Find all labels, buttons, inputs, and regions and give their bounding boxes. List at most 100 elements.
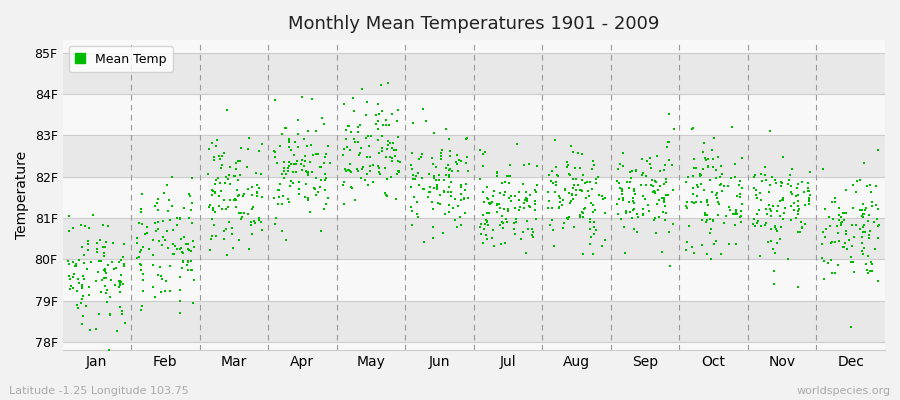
Point xyxy=(76,312,90,319)
Point xyxy=(153,264,167,270)
Point xyxy=(775,180,789,186)
Point xyxy=(472,147,487,153)
Point xyxy=(553,204,567,210)
Point xyxy=(277,174,292,181)
Point xyxy=(447,217,462,224)
Point xyxy=(428,177,443,183)
Point xyxy=(301,195,315,202)
Point xyxy=(247,218,261,224)
Point xyxy=(419,118,434,125)
Point xyxy=(405,222,419,228)
Point xyxy=(832,216,847,223)
Point xyxy=(301,197,315,203)
Point xyxy=(71,305,86,311)
Point xyxy=(650,201,664,207)
Point xyxy=(136,288,150,294)
Point xyxy=(406,172,420,178)
Point xyxy=(860,253,875,259)
Point xyxy=(794,219,808,226)
Point xyxy=(378,165,392,171)
Point xyxy=(379,192,393,198)
Point xyxy=(338,136,353,142)
Point xyxy=(432,176,446,183)
Point xyxy=(513,204,527,210)
Point xyxy=(665,187,680,193)
Point xyxy=(182,247,196,253)
Point xyxy=(272,187,286,194)
Point xyxy=(657,167,671,174)
Point xyxy=(93,258,107,264)
Point xyxy=(426,161,440,167)
Point xyxy=(298,181,312,187)
Point xyxy=(224,230,238,237)
Point xyxy=(274,201,289,208)
Point xyxy=(662,111,676,117)
Point xyxy=(526,229,540,235)
Point xyxy=(562,171,577,178)
Point xyxy=(824,257,838,263)
Point xyxy=(477,199,491,206)
Point xyxy=(293,161,308,167)
Point xyxy=(254,171,268,177)
Point xyxy=(586,218,600,225)
Point xyxy=(575,209,590,215)
Point xyxy=(856,211,870,218)
Point xyxy=(864,258,878,265)
Point xyxy=(487,188,501,194)
Point xyxy=(351,124,365,130)
Point xyxy=(412,182,427,188)
Point xyxy=(271,201,285,207)
Point xyxy=(112,258,126,265)
Point xyxy=(103,312,117,318)
Point xyxy=(695,242,709,248)
Point xyxy=(639,182,653,188)
Point xyxy=(760,210,774,217)
Point xyxy=(693,173,707,179)
Point xyxy=(373,170,387,177)
Point xyxy=(66,285,80,291)
Point xyxy=(626,206,640,213)
Point xyxy=(138,231,152,237)
Point xyxy=(658,216,672,223)
Point xyxy=(802,201,816,207)
Point xyxy=(82,284,96,290)
Point xyxy=(549,179,563,186)
Point xyxy=(229,197,243,204)
Point xyxy=(528,198,543,204)
Point xyxy=(561,216,575,222)
Point xyxy=(274,171,289,178)
Point xyxy=(565,190,580,197)
Point xyxy=(617,250,632,256)
Point xyxy=(320,174,334,181)
Point xyxy=(210,137,224,144)
Point xyxy=(545,167,560,174)
Point xyxy=(701,163,716,169)
Point xyxy=(558,187,572,194)
Point xyxy=(155,276,169,282)
Point xyxy=(317,121,331,127)
Point xyxy=(643,160,657,167)
Point xyxy=(207,154,221,160)
Point xyxy=(486,226,500,233)
Point xyxy=(517,162,531,168)
Point xyxy=(716,220,731,226)
Point xyxy=(750,210,764,217)
Point xyxy=(142,246,157,252)
Point xyxy=(291,130,305,137)
Point xyxy=(499,216,513,222)
Point xyxy=(518,197,532,203)
Point xyxy=(626,215,640,222)
Point xyxy=(652,214,666,220)
Point xyxy=(441,162,455,169)
Point xyxy=(237,191,251,197)
Point xyxy=(480,219,494,226)
Point xyxy=(644,182,658,188)
Point xyxy=(826,216,841,222)
Point xyxy=(623,179,637,186)
Point xyxy=(713,174,727,180)
Point xyxy=(301,168,315,175)
Point xyxy=(75,282,89,289)
Point xyxy=(133,306,148,313)
Point xyxy=(501,172,516,179)
Point xyxy=(305,169,320,176)
